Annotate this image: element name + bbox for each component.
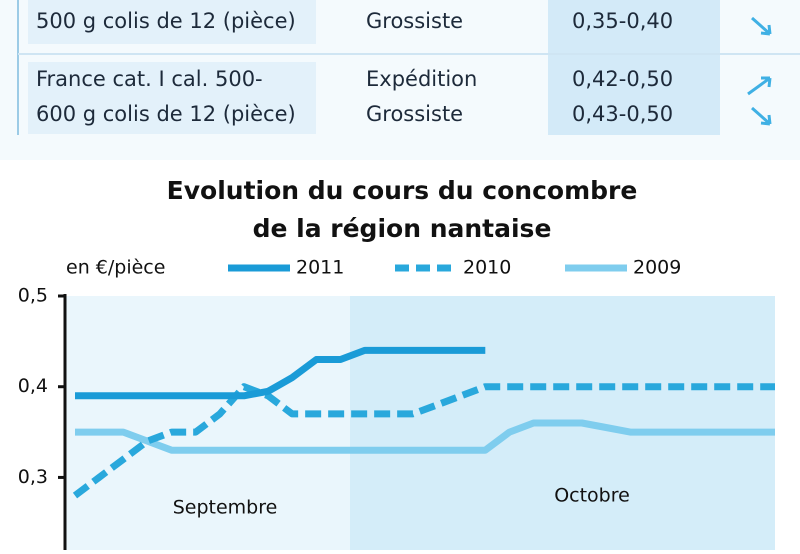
price-col-bg: [548, 0, 720, 135]
chart-title: de la région nantaise: [253, 214, 552, 243]
y-tick-label: 0,3: [18, 466, 48, 488]
legend-label: 2009: [633, 257, 681, 279]
arrow-down: [751, 16, 772, 36]
series-line: [75, 419, 775, 454]
series-line: [72, 383, 775, 499]
month-band: [65, 296, 350, 550]
y-tick-label: 0,5: [18, 285, 48, 307]
price: 0,35-0,40: [572, 9, 673, 33]
cell-bg: [28, 62, 316, 134]
stage: Grossiste: [366, 9, 463, 33]
price: 0,43-0,50: [572, 102, 673, 126]
y-tick-label: 0,4: [18, 375, 48, 397]
product: France cat. I cal. 500-: [36, 67, 263, 91]
product: 600 g colis de 12 (pièce): [36, 102, 296, 126]
stage: Grossiste: [366, 102, 463, 126]
trend-arrows: [747, 16, 772, 126]
arrow-down: [751, 106, 772, 126]
legend-label: 2010: [463, 257, 511, 279]
cell-bg: [28, 0, 316, 44]
stage: Expédition: [366, 67, 477, 91]
product: 500 g colis de 12 (pièce): [36, 9, 296, 33]
y-label: en €/pièce: [66, 257, 165, 279]
month-label: Octobre: [554, 485, 630, 507]
price: 0,42-0,50: [572, 67, 673, 91]
chart-title: Evolution du cours du concombre: [167, 176, 638, 205]
arrow-up: [747, 76, 772, 96]
month-label: Septembre: [173, 497, 278, 519]
legend-label: 2011: [296, 257, 344, 279]
series-line: [75, 346, 486, 400]
